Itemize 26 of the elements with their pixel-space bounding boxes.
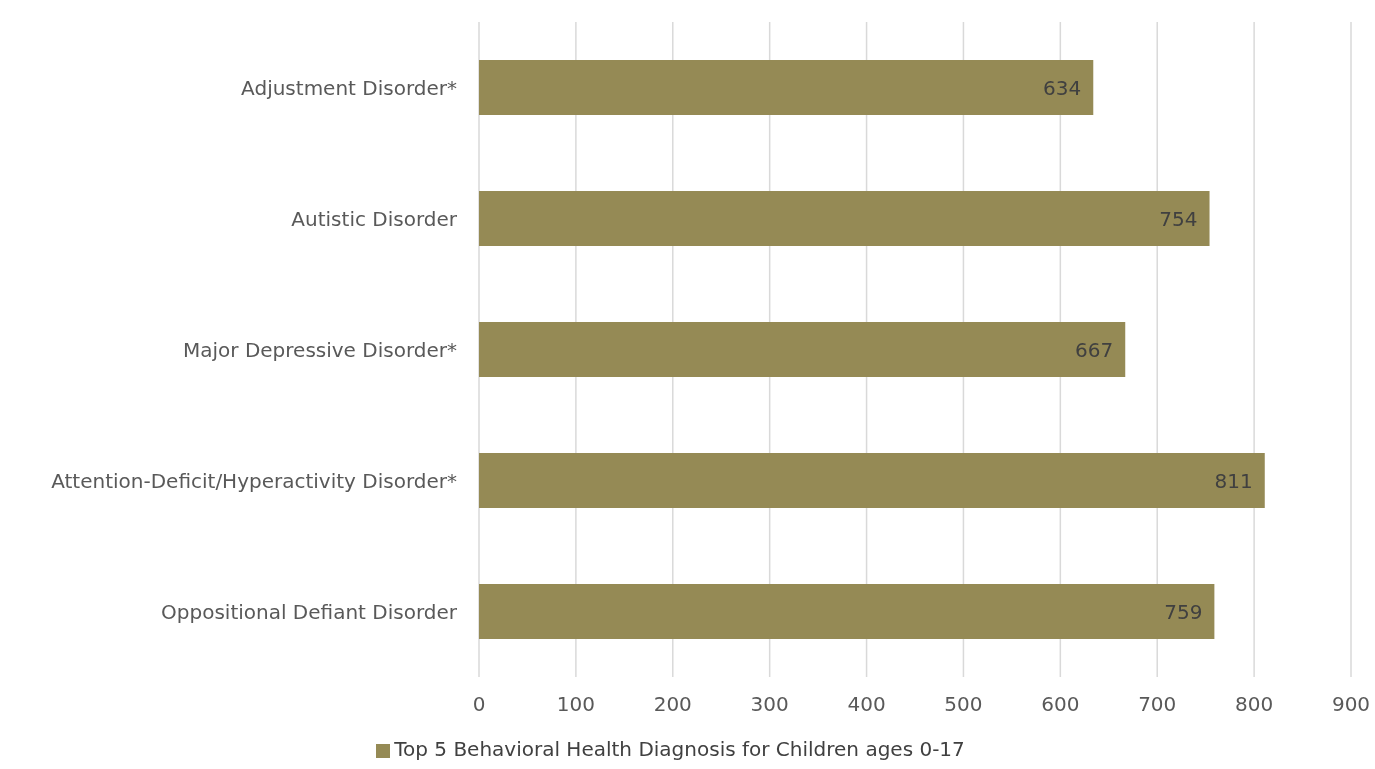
data-label: 811 bbox=[1214, 468, 1253, 493]
data-label: 754 bbox=[1159, 206, 1198, 231]
x-tick-label: 900 bbox=[1331, 692, 1371, 717]
y-tick-label: Attention-Deficit/Hyperactivity Disorder* bbox=[51, 468, 457, 493]
y-tick-label: Oppositional Defiant Disorder bbox=[161, 599, 458, 624]
data-label: 634 bbox=[1043, 75, 1082, 100]
data-label: 759 bbox=[1164, 599, 1203, 624]
bar bbox=[479, 190, 1210, 246]
x-tick-label: 400 bbox=[847, 692, 886, 717]
x-tick-label: 600 bbox=[1041, 692, 1080, 717]
x-tick-label: 800 bbox=[1235, 692, 1274, 717]
x-tick-label: 300 bbox=[750, 692, 789, 717]
bar bbox=[479, 321, 1126, 377]
legend-label: Top 5 Behavioral Health Diagnosis for Children ages 0-17 bbox=[394, 737, 965, 761]
bar bbox=[479, 452, 1265, 508]
bar bbox=[479, 59, 1094, 115]
data-label: 667 bbox=[1075, 337, 1114, 362]
x-tick-label: 100 bbox=[556, 692, 595, 717]
x-tick-label: 0 bbox=[472, 692, 486, 717]
y-tick-label: Adjustment Disorder* bbox=[241, 75, 457, 100]
x-tick-label: 700 bbox=[1138, 692, 1177, 717]
y-tick-label: Autistic Disorder bbox=[291, 206, 458, 231]
y-tick-label: Major Depressive Disorder* bbox=[183, 337, 457, 362]
x-tick-label: 500 bbox=[944, 692, 983, 717]
bar bbox=[479, 583, 1215, 639]
x-tick-label: 200 bbox=[653, 692, 692, 717]
